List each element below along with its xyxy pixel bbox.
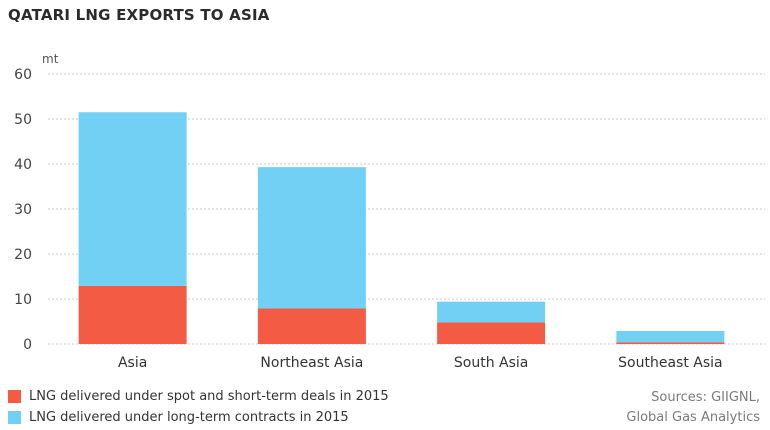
y-tick-label-40: 40 xyxy=(14,157,32,173)
y-unit-label: mt xyxy=(42,52,59,66)
x-tick-label-asia: Asia xyxy=(118,355,147,371)
x-tick-label-northeast-asia: Northeast Asia xyxy=(260,355,363,371)
y-tick-label-60: 60 xyxy=(14,67,32,83)
legend-label-long-term: LNG delivered under long-term contracts … xyxy=(29,410,349,425)
legend-swatch-long-term xyxy=(8,411,21,424)
bar-northeast-asia-series-1 xyxy=(257,167,366,309)
y-tick-label-30: 30 xyxy=(14,202,32,218)
chart-plot: mt 0 10 20 30 40 50 60 Asia Northeast Asia South A… xyxy=(14,52,765,371)
y-tick-label-0: 0 xyxy=(23,337,32,353)
source-line-1: Sources: GIIGNL, xyxy=(651,390,760,405)
x-tick-label-south-asia: South Asia xyxy=(454,355,528,371)
legend-item-spot: LNG delivered under spot and short-term … xyxy=(8,386,389,407)
bar-south-asia-series-1 xyxy=(437,301,546,323)
legend-item-long-term: LNG delivered under long-term contracts … xyxy=(8,407,389,428)
chart-title: QATARI LNG EXPORTS TO ASIA xyxy=(8,6,270,24)
y-tick-label-20: 20 xyxy=(14,247,32,263)
bar-southeast-asia-series-1 xyxy=(616,330,725,343)
legend: LNG delivered under spot and short-term … xyxy=(8,386,389,428)
x-tick-label-southeast-asia: Southeast Asia xyxy=(618,355,722,371)
bar-asia-series-1 xyxy=(78,112,187,286)
legend-label-spot: LNG delivered under spot and short-term … xyxy=(29,389,389,404)
source-line-2: Global Gas Analytics xyxy=(626,410,760,425)
source-note: Sources: GIIGNL, Global Gas Analytics xyxy=(626,388,760,428)
bar-northeast-asia-series-0 xyxy=(257,308,366,344)
bar-asia-series-0 xyxy=(78,285,187,344)
legend-swatch-spot xyxy=(8,390,21,403)
y-tick-label-10: 10 xyxy=(14,292,32,308)
bar-south-asia-series-0 xyxy=(437,322,546,344)
bar-southeast-asia-series-0 xyxy=(616,342,725,344)
y-tick-label-50: 50 xyxy=(14,112,32,128)
